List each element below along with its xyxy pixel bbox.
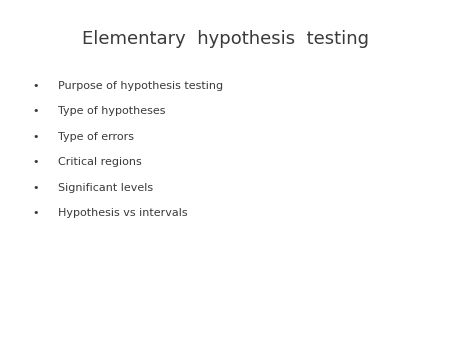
- Text: Critical regions: Critical regions: [58, 157, 142, 167]
- Text: •: •: [33, 208, 39, 218]
- Text: •: •: [33, 81, 39, 91]
- Text: Significant levels: Significant levels: [58, 183, 153, 193]
- Text: •: •: [33, 106, 39, 117]
- Text: Type of errors: Type of errors: [58, 132, 135, 142]
- Text: Purpose of hypothesis testing: Purpose of hypothesis testing: [58, 81, 224, 91]
- Text: •: •: [33, 157, 39, 167]
- Text: Hypothesis vs intervals: Hypothesis vs intervals: [58, 208, 188, 218]
- Text: Type of hypotheses: Type of hypotheses: [58, 106, 166, 117]
- Text: Elementary  hypothesis  testing: Elementary hypothesis testing: [81, 30, 369, 48]
- Text: •: •: [33, 132, 39, 142]
- Text: •: •: [33, 183, 39, 193]
